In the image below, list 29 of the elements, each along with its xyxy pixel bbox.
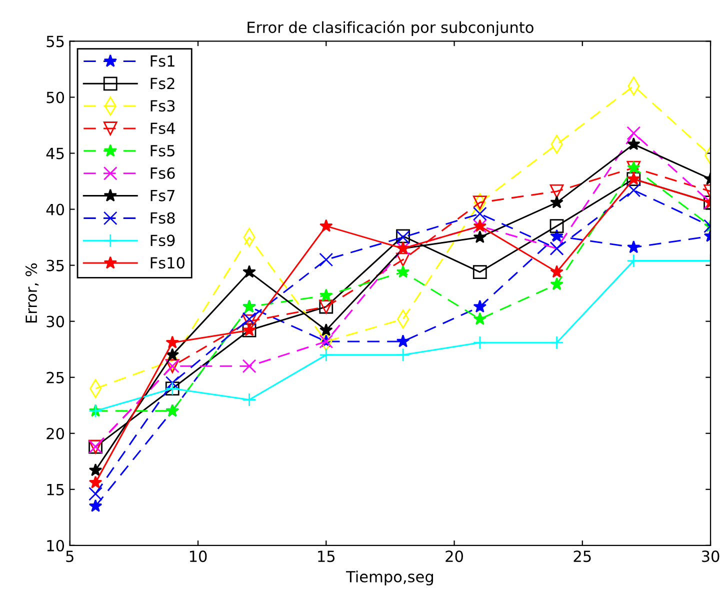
y-tick-label: 25 — [46, 372, 64, 384]
x-tick-label: 15 — [318, 550, 335, 562]
y-tick-label: 20 — [46, 428, 64, 440]
y-axis-title: Error, % — [26, 263, 39, 323]
y-tick-label: 55 — [46, 36, 64, 48]
legend-label: Fs2 — [150, 78, 174, 90]
y-tick-label: 50 — [46, 92, 64, 104]
y-tick-label: 35 — [46, 260, 64, 272]
y-tick-label: 10 — [47, 540, 64, 552]
x-tick-label: 20 — [446, 550, 463, 562]
y-tick-label: 15 — [47, 484, 64, 496]
legend-label: Fs10 — [150, 257, 185, 269]
x-tick-label: 25 — [574, 550, 591, 562]
y-tick-label: 30 — [46, 316, 64, 328]
legend-label: Fs5 — [150, 145, 174, 156]
y-tick-label: 45 — [46, 148, 64, 160]
legend-label: Fs1 — [150, 55, 174, 67]
legend-label: Fs8 — [150, 212, 175, 224]
x-tick-label: 10 — [190, 550, 207, 562]
legend-label: Fs6 — [150, 167, 175, 179]
legend-label: Fs4 — [150, 122, 175, 134]
y-tick-label: 40 — [46, 204, 64, 216]
x-tick-label: 5 — [66, 550, 74, 562]
legend-label: Fs9 — [150, 234, 175, 246]
legend-label: Fs7 — [150, 190, 174, 202]
x-axis-title: Tiempo,seg — [346, 570, 433, 586]
legend-label: Fs3 — [150, 100, 175, 112]
x-tick-label: 30 — [702, 550, 720, 562]
chart-title: Error de clasificación por subconjunto — [248, 20, 534, 36]
